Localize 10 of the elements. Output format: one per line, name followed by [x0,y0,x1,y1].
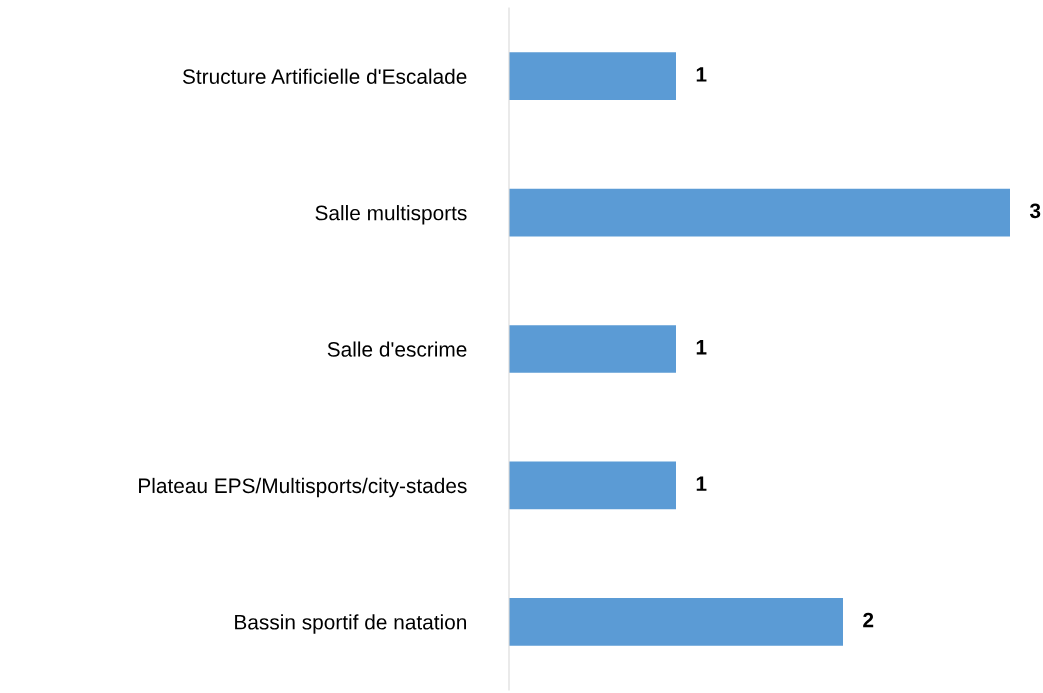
y-tick-label: Structure Artificielle d'Escalade [182,68,467,84]
data-label: 1 [696,476,707,491]
y-tick-label: Plateau EPS/Multisports/city-stades [139,477,467,498]
data-label: 1 [696,67,707,82]
data-label: 2 [863,612,874,628]
y-tick-label: Bassin sportif de natation [235,614,466,634]
y-tick-label: Salle d'escrime [327,341,467,357]
data-label: 3 [1029,203,1041,219]
y-tick-label: Salle multisports [315,205,467,225]
data-label: 1 [696,340,707,355]
